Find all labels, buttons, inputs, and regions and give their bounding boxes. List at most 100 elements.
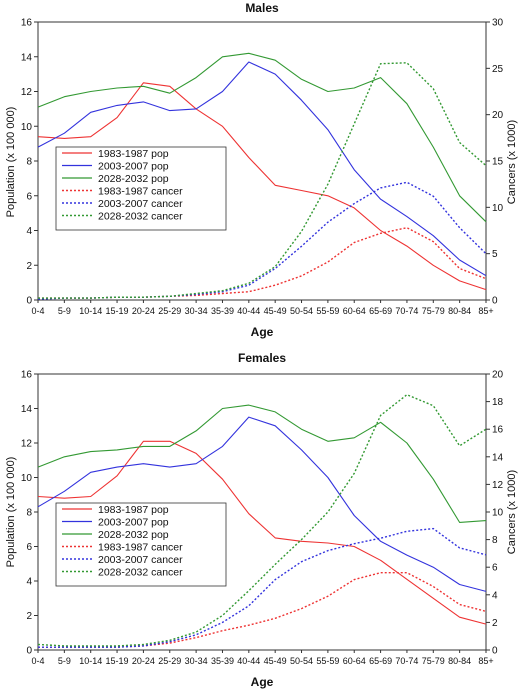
y-tick-label-left: 12	[21, 87, 33, 98]
series-line-1	[37, 61, 487, 277]
x-tick-label: 40-44	[237, 656, 260, 666]
y-tick-label-right: 0	[492, 646, 498, 657]
x-axis-label: Age	[251, 675, 274, 689]
x-tick-label: 80-84	[448, 656, 471, 666]
legend-label: 2003-2007 pop	[98, 517, 169, 529]
series-line-5	[37, 394, 487, 647]
x-tick-label: 60-64	[343, 306, 366, 316]
x-tick-label: 70-74	[395, 306, 418, 316]
chart-title: Males	[245, 1, 279, 15]
series-line-0	[37, 82, 487, 291]
x-tick-label: 20-24	[132, 656, 155, 666]
y-tick-label-right: 10	[492, 203, 504, 214]
legend-label: 2028-2032 cancer	[98, 211, 183, 223]
y-tick-label-right: 15	[492, 157, 504, 168]
series-line-4	[37, 181, 487, 300]
x-tick-label: 35-39	[211, 656, 234, 666]
y-tick-label-right: 25	[492, 64, 504, 75]
series-line-3	[38, 226, 487, 299]
y-tick-label-right: 6	[492, 563, 498, 574]
y-tick-label-left: 6	[26, 191, 32, 202]
legend-box	[55, 502, 227, 587]
y-tick-label-left: 0	[26, 646, 32, 657]
x-tick-label: 45-49	[264, 306, 287, 316]
y-axis-label-left: Population (x 100 000)	[5, 457, 17, 568]
x-tick-label: 65-69	[369, 306, 392, 316]
y-tick-label-left: 4	[26, 577, 32, 588]
males-chart: Males Population (x 100 000) Cancers (x …	[5, 1, 518, 339]
series-line-0	[37, 440, 487, 625]
y-tick-label-left: 0	[26, 296, 32, 307]
x-tick-label: 25-29	[158, 656, 181, 666]
y-tick-label-right: 20	[492, 370, 504, 381]
x-tick-label: 25-29	[158, 306, 181, 316]
x-tick-label: 0-4	[31, 656, 44, 666]
series-line-1	[37, 416, 487, 592]
y-tick-label-right: 14	[492, 452, 504, 463]
x-tick-label: 5-9	[58, 656, 71, 666]
y-tick-label-right: 16	[492, 425, 504, 436]
y-tick-label-left: 16	[21, 18, 33, 29]
x-tick-label: 30-34	[185, 306, 208, 316]
y-tick-label-right: 0	[492, 296, 498, 307]
y-axis-label-right: Cancers (x 1000)	[506, 470, 518, 554]
y-axis-label-left: Population (x 100 000)	[5, 107, 17, 218]
legend-label: 2003-2007 cancer	[98, 198, 183, 210]
y-tick-label-left: 6	[26, 542, 32, 553]
x-tick-label: 15-19	[106, 306, 129, 316]
x-tick-label: 85+	[478, 656, 493, 666]
legend-label: 2003-2007 pop	[98, 161, 169, 173]
x-tick-label: 65-69	[369, 656, 392, 666]
y-tick-label-left: 2	[26, 261, 32, 272]
y-tick-label-left: 14	[21, 52, 33, 63]
x-tick-label: 30-34	[185, 656, 208, 666]
y-tick-label-right: 18	[492, 397, 504, 408]
y-tick-label-left: 8	[26, 508, 32, 519]
y-tick-label-left: 10	[21, 473, 33, 484]
legend-label: 2028-2032 cancer	[98, 567, 183, 579]
x-axis-label: Age	[251, 325, 274, 339]
y-tick-label-right: 4	[492, 590, 498, 601]
x-tick-label: 55-59	[316, 656, 339, 666]
legend-label: 1983-1987 pop	[98, 504, 169, 516]
x-tick-label: 40-44	[237, 306, 260, 316]
x-tick-label: 15-19	[106, 656, 129, 666]
chart-title: Females	[238, 351, 286, 365]
x-tick-label: 35-39	[211, 306, 234, 316]
y-tick-label-left: 16	[21, 370, 33, 381]
x-tick-label: 75-79	[422, 306, 445, 316]
y-tick-label-right: 10	[492, 508, 504, 519]
x-tick-label: 60-64	[343, 656, 366, 666]
y-tick-label-left: 14	[21, 404, 33, 415]
legend-label: 2028-2032 pop	[98, 529, 169, 541]
series-line-2	[37, 404, 487, 523]
legend-label: 1983-1987 cancer	[98, 542, 183, 554]
series-line-2	[37, 52, 487, 223]
x-tick-label: 10-14	[79, 306, 102, 316]
x-tick-label: 55-59	[316, 306, 339, 316]
x-tick-label: 85+	[478, 306, 493, 316]
y-tick-label-left: 10	[21, 122, 33, 133]
x-tick-label: 75-79	[422, 656, 445, 666]
x-tick-label: 80-84	[448, 306, 471, 316]
females-chart: Females Population (x 100 000) Cancers (…	[5, 351, 518, 689]
y-tick-label-left: 8	[26, 157, 32, 168]
series-line-5	[38, 62, 487, 299]
x-tick-label: 5-9	[58, 306, 71, 316]
x-tick-label: 50-54	[290, 306, 313, 316]
legend-label: 2028-2032 pop	[98, 173, 169, 185]
x-tick-label: 20-24	[132, 306, 155, 316]
y-tick-label-left: 12	[21, 439, 33, 450]
x-tick-label: 10-14	[79, 656, 102, 666]
x-tick-label: 45-49	[264, 656, 287, 666]
x-tick-label: 0-4	[31, 306, 44, 316]
y-tick-label-left: 4	[26, 226, 32, 237]
x-tick-label: 50-54	[290, 656, 313, 666]
legend-box	[55, 146, 227, 231]
y-axis-label-right: Cancers (x 1000)	[506, 120, 518, 204]
y-tick-label-left: 2	[26, 611, 32, 622]
y-tick-label-right: 2	[492, 618, 498, 629]
legend-label: 1983-1987 cancer	[98, 186, 183, 198]
